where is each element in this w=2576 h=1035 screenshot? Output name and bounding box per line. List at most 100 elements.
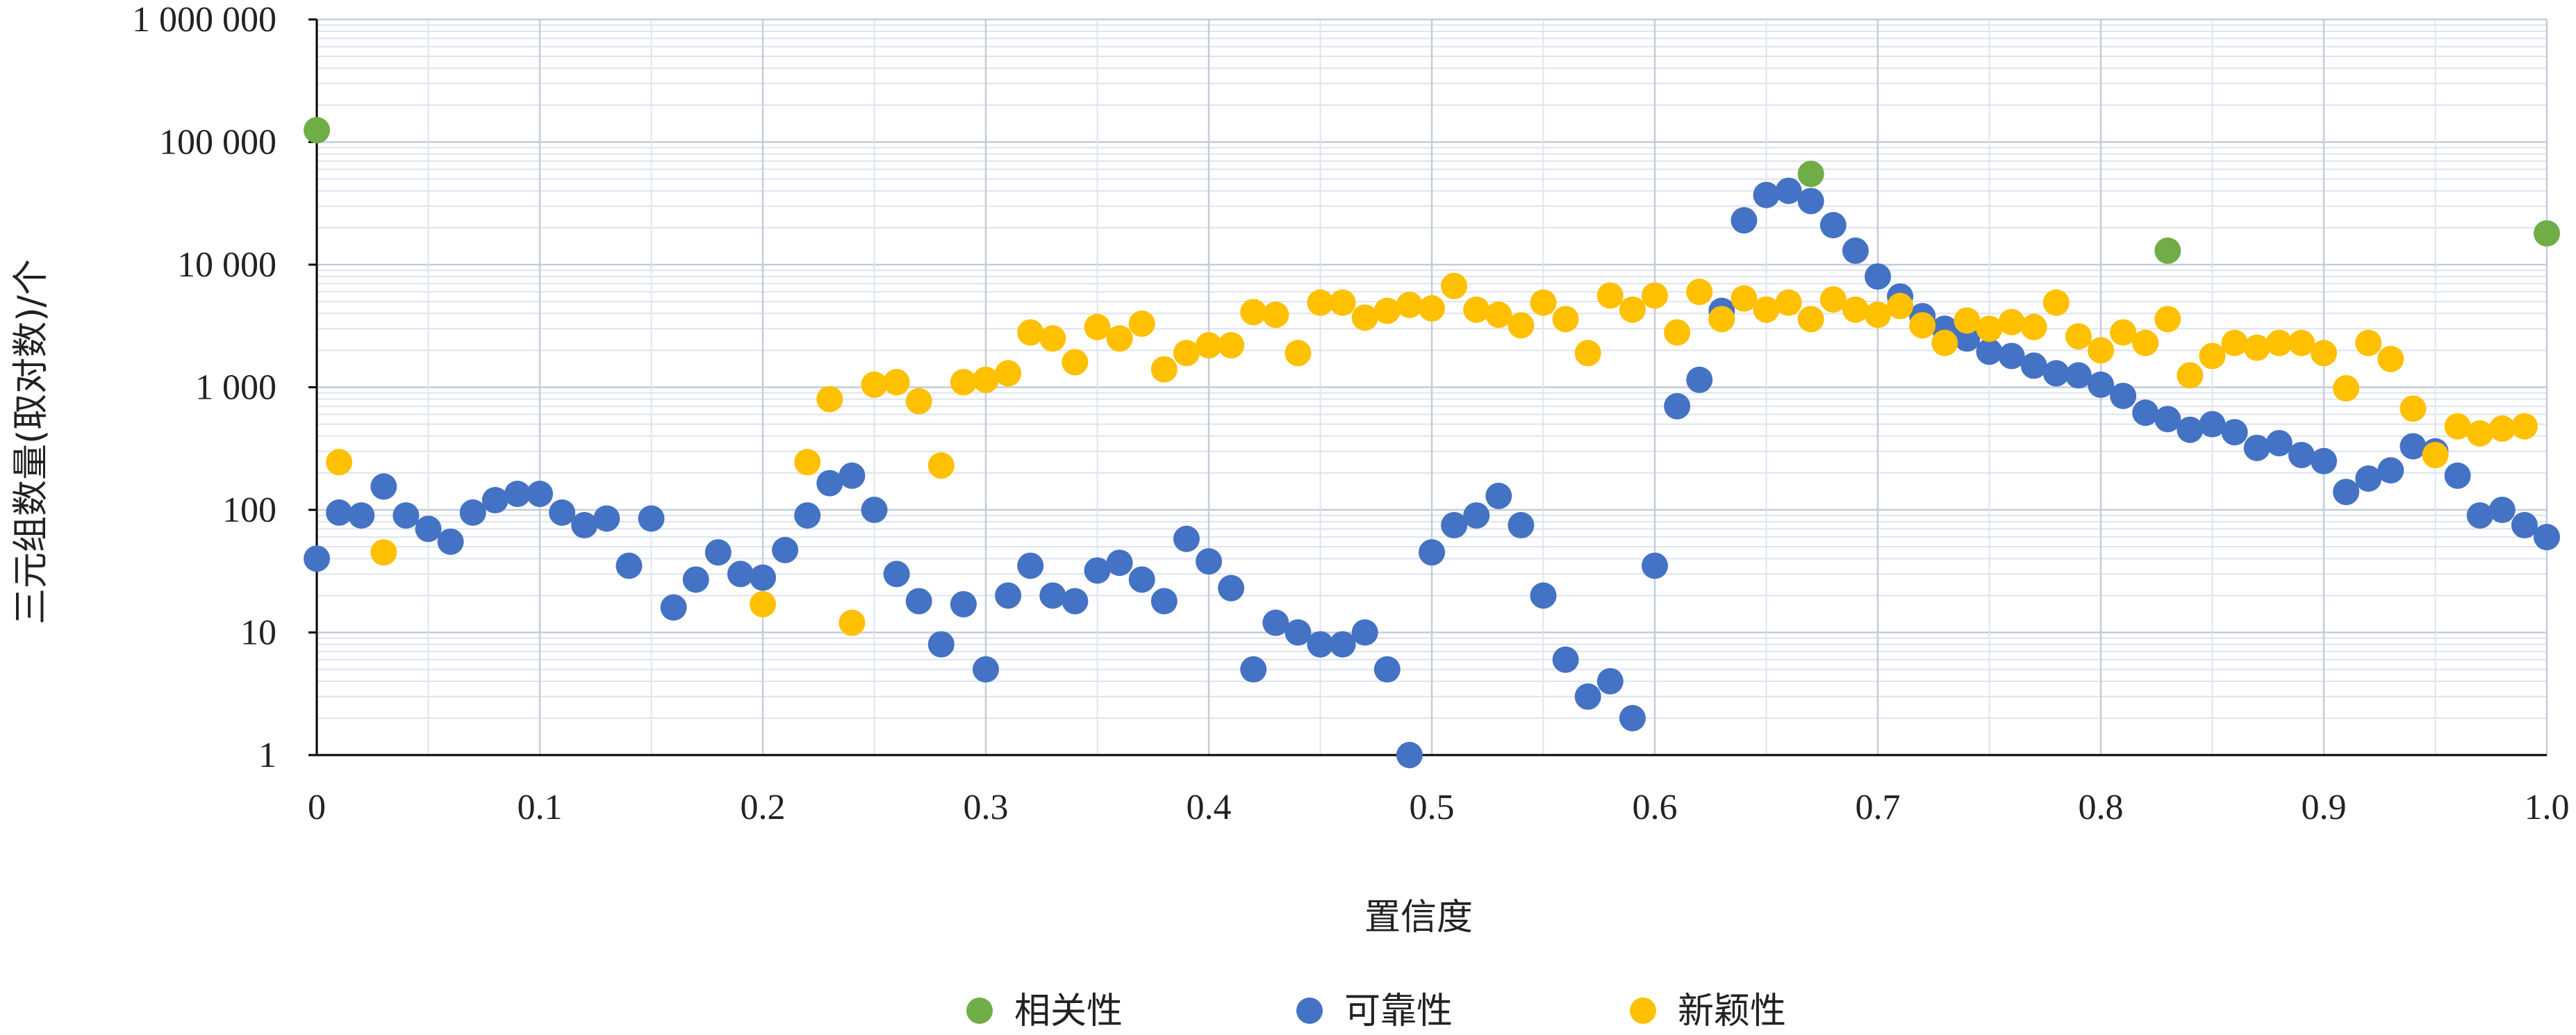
data-point [861, 497, 888, 523]
data-point [2265, 329, 2293, 356]
data-point [1731, 207, 1758, 234]
data-point [1062, 588, 1089, 615]
legend-marker [966, 997, 993, 1024]
data-point [1173, 525, 1200, 552]
data-point [1530, 289, 1557, 316]
data-point [2199, 411, 2226, 438]
data-point [1797, 306, 1824, 333]
data-point [1351, 304, 1378, 331]
data-point [1485, 301, 1512, 329]
data-point [2243, 434, 2270, 461]
data-point [2466, 420, 2493, 447]
x-tick-label: 0.4 [1187, 788, 1232, 827]
data-point [2400, 433, 2427, 460]
data-point [1731, 285, 1758, 312]
data-point [2132, 399, 2159, 427]
data-point [2511, 512, 2538, 539]
data-point [2488, 497, 2516, 523]
data-point [1708, 306, 1735, 333]
data-point [571, 512, 598, 539]
data-point [1329, 631, 1356, 658]
data-point [1017, 319, 1044, 346]
data-point [682, 566, 709, 593]
data-point [2377, 457, 2404, 484]
data-point [2488, 415, 2516, 442]
data-point [927, 452, 955, 479]
data-point [2065, 362, 2092, 389]
y-tick-label: 100 000 [159, 123, 276, 163]
data-point [1574, 340, 1601, 367]
x-axis-title: 置信度 [1364, 897, 1473, 938]
data-point [905, 588, 932, 615]
data-point [1775, 177, 1802, 204]
data-point [2377, 345, 2404, 372]
data-point [1998, 342, 2025, 370]
data-point [1530, 582, 1557, 609]
data-point [1128, 310, 1155, 337]
data-point [750, 564, 776, 591]
data-points [304, 117, 2560, 768]
data-point [1797, 188, 1824, 215]
data-point [861, 371, 888, 398]
series-新颖性 [326, 272, 2538, 636]
data-point [1753, 181, 1780, 208]
data-point [1753, 296, 1780, 323]
data-point [2177, 362, 2204, 389]
data-point [1329, 289, 1356, 316]
data-point [481, 487, 509, 514]
data-point [839, 609, 866, 636]
data-point [1574, 683, 1601, 710]
data-point [1976, 315, 2003, 342]
data-point [727, 561, 754, 588]
data-point [995, 360, 1022, 387]
data-point [1441, 512, 1468, 539]
data-point [1373, 656, 1401, 683]
y-tick-label: 1 [258, 736, 276, 775]
data-point [1775, 289, 1802, 316]
y-tick-label: 10 [240, 613, 276, 653]
data-point [1351, 619, 1378, 646]
data-point [2355, 329, 2382, 356]
x-tick-label: 0 [308, 788, 326, 827]
data-point [1463, 502, 1490, 529]
data-point [1485, 482, 1512, 509]
data-point [2400, 395, 2427, 422]
legend: 相关性 可靠性 新颖性 [966, 991, 1786, 1032]
data-point [1842, 237, 1869, 264]
data-point [2110, 382, 2137, 409]
x-tick-label: 1.0 [2525, 788, 2570, 827]
data-point [2110, 319, 2137, 346]
data-point [1976, 338, 2003, 365]
data-point [1842, 296, 1869, 323]
data-point [1396, 291, 1423, 318]
data-point [1173, 340, 1200, 367]
data-point [370, 473, 397, 500]
legend-label: 新颖性 [1678, 991, 1786, 1032]
data-point [1017, 552, 1044, 579]
data-point [2177, 416, 2204, 443]
data-point [1084, 557, 1111, 584]
x-tick-label: 0.6 [1633, 788, 1678, 827]
data-point [2288, 329, 2315, 356]
data-point [2221, 329, 2248, 356]
data-point [304, 545, 330, 572]
data-point [2042, 289, 2070, 316]
data-point [2065, 323, 2092, 350]
data-point [1998, 308, 2025, 336]
data-point [1062, 349, 1089, 376]
data-point [2221, 419, 2248, 446]
data-point [883, 369, 910, 396]
data-point [1686, 366, 1713, 393]
data-point [1150, 588, 1178, 615]
series-相关性 [304, 117, 2560, 264]
data-point [1819, 212, 1847, 239]
y-tick-labels: 1 10 100 1 000 10 000 100 000 1 000 000 [132, 0, 276, 775]
data-point [2265, 429, 2293, 456]
x-tick-label: 0.9 [2302, 788, 2347, 827]
data-point [1819, 286, 1847, 313]
data-point [304, 117, 330, 144]
data-point [1084, 313, 1111, 340]
series-可靠性 [304, 177, 2560, 768]
data-point [1396, 742, 1423, 768]
data-point [1686, 279, 1713, 306]
